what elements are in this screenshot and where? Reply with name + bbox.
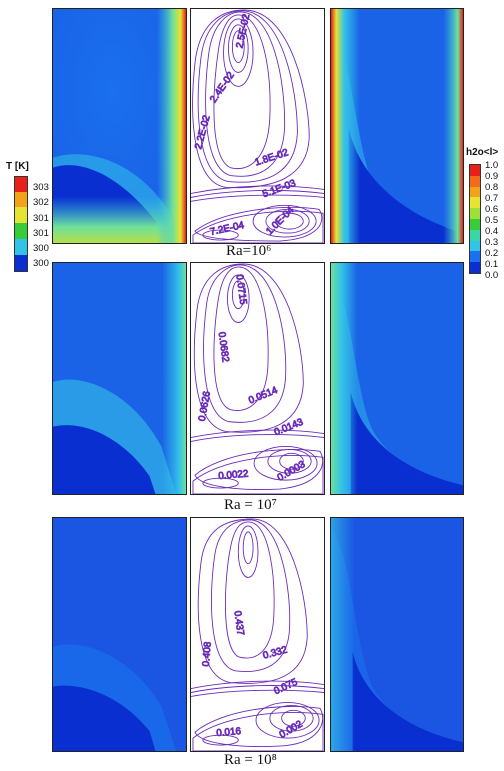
row-caption: Ra=10⁶: [226, 243, 272, 259]
contour-label: 0.0715: [233, 274, 248, 306]
h2o-tick: 0.9: [485, 171, 499, 182]
contour-label: 0.002: [278, 719, 305, 741]
streamlines-lower-vortex: [192, 204, 324, 243]
h2o-tick: 0.2: [485, 248, 499, 259]
contour-label: 0.408: [201, 641, 214, 667]
h2o-tick: 0.6: [485, 204, 499, 215]
contour-label: 0.016: [216, 726, 242, 739]
h2o-colorbar: [469, 164, 481, 274]
streamline-panel: 0.437 0.408 0.332 0.075 0.016 0.002: [190, 517, 325, 752]
temperature-field-panel: [52, 517, 187, 752]
row-caption: Ra = 10⁷: [224, 497, 277, 513]
temperature-field-panel: [52, 8, 187, 244]
h2o-field-panel: [330, 8, 464, 244]
streamlines-band: [191, 185, 324, 202]
streamline-panel: 0.0715 0.0682 0.0626 0.0514 0.0143 0.002…: [190, 262, 325, 495]
contour-label: 0.0682: [216, 331, 231, 363]
streamlines-upper-vortex: [197, 518, 308, 684]
streamlines-lower-vortex: [192, 701, 324, 751]
h2o-tick: 0.5: [485, 215, 499, 226]
temperature-legend-title: T [K]: [6, 161, 29, 172]
temperature-tick: 301: [33, 228, 49, 239]
temperature-tick: 300: [33, 243, 49, 254]
temperature-tick: 301: [33, 213, 49, 224]
streamlines-band: [191, 429, 324, 442]
temperature-tick: 300: [33, 258, 49, 269]
h2o-tick: 0.8: [485, 182, 499, 193]
streamlines-upper-vortex: [193, 263, 304, 433]
h2o-tick: 0.4: [485, 226, 499, 237]
contour-label: 5.1E-03: [261, 178, 298, 200]
h2o-field-panel: [330, 517, 464, 752]
streamline-panel: 2.5E-02 2.4E-02 2.2E-02 1.8E-02 5.1E-03 …: [190, 8, 325, 244]
contour-label: 0.0626: [197, 390, 213, 422]
h2o-tick: 0.7: [485, 193, 499, 204]
contour-label: 7.2E-04: [209, 220, 245, 238]
temperature-tick: 302: [33, 197, 49, 208]
streamlines-band: [191, 680, 324, 697]
h2o-tick: 0.1: [485, 259, 499, 270]
temperature-field-panel: [52, 262, 187, 495]
streamlines-lower-vortex: [192, 445, 324, 494]
row-caption: Ra = 10⁸: [224, 752, 277, 768]
contour-label: 0.437: [231, 610, 245, 636]
contour-label: 2.4E-02: [208, 70, 237, 105]
h2o-field-panel: [330, 262, 464, 495]
temperature-colorbar: [14, 176, 28, 272]
h2o-tick: 1.0: [485, 160, 499, 171]
temperature-tick: 303: [33, 182, 49, 193]
contour-label: 0.0514: [247, 385, 279, 407]
contour-label: 0.0022: [218, 468, 249, 482]
h2o-legend-title: h2o<l>: [466, 147, 499, 158]
h2o-tick: 0.0: [485, 270, 499, 281]
h2o-tick: 0.3: [485, 237, 499, 248]
